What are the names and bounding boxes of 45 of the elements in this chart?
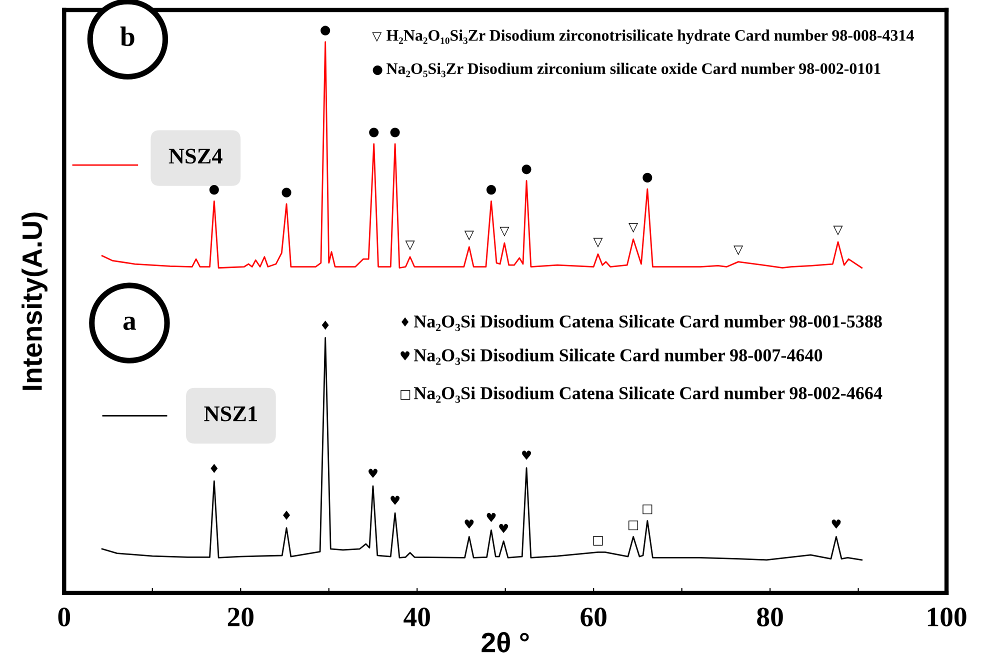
annotation: ▽: [833, 226, 843, 236]
annotation: ♦: [322, 320, 329, 330]
x-tick-label: 40: [404, 608, 430, 626]
annotation: □: [593, 536, 603, 546]
annotation: □: [628, 520, 638, 530]
legend-label: NSZ4: [168, 148, 222, 164]
annotation: a: [123, 316, 136, 330]
annotation: ▽: [734, 246, 744, 256]
annotation: ● Na₂O₅Si₃Zr Disodium zirconium silicate oxide Card number 98-002-0101: [372, 62, 880, 78]
legend-label: NSZ1: [204, 406, 257, 422]
annotation: ●: [209, 185, 219, 195]
annotation: ●: [522, 164, 532, 174]
annotation: ●: [369, 128, 379, 138]
annotation: ▽ H₂Na₂O₁₀Si₃Zr Disodium zirconotrisilicate hydrate Card number 98-008-4314: [372, 30, 914, 44]
annotation: ●: [390, 128, 400, 138]
annotation: □: [642, 504, 652, 514]
annotation: ♦ Na₂O₃Si Disodium Catena Silicate Card number 98-001-5388: [402, 314, 882, 332]
x-tick-label: 100: [928, 608, 966, 626]
x-tick-label: 20: [228, 608, 254, 626]
annotation: ♥: [390, 496, 400, 505]
annotation: ♦: [283, 510, 290, 520]
annotation: ▽: [628, 223, 638, 233]
annotation: ♦: [210, 464, 218, 473]
annotation: ♥: [368, 468, 378, 478]
annotation: ♥: [486, 512, 496, 522]
annotation: ♥: [522, 450, 532, 460]
annotation: ♥: [832, 520, 841, 529]
x-tick-label: 60: [580, 608, 606, 626]
annotation: ▽: [464, 230, 474, 240]
annotation: ▽: [405, 240, 415, 250]
x-tick-label: 0: [58, 608, 70, 626]
annotation: ●: [320, 26, 330, 36]
annotation: □ Na₂O₃Si Disodium Catena Silicate Card number 98-002-4664: [400, 386, 882, 403]
annotation: ●: [642, 172, 652, 182]
annotation: ♥: [499, 524, 508, 534]
annotation: ●: [282, 188, 292, 198]
x-axis-title: 2θ °: [482, 632, 529, 652]
annotation: ♥: [464, 520, 474, 529]
y-axis-title: Intensity(A.U): [22, 212, 48, 390]
annotation: ▽: [593, 238, 603, 248]
x-tick-label: 80: [757, 608, 783, 626]
annotation: ♥ Na₂O₃Si Disodium Silicate Card number 98-007-4640: [400, 348, 822, 365]
annotation: b: [120, 26, 134, 46]
annotation: ▽: [500, 226, 510, 236]
annotation: ●: [486, 185, 496, 195]
